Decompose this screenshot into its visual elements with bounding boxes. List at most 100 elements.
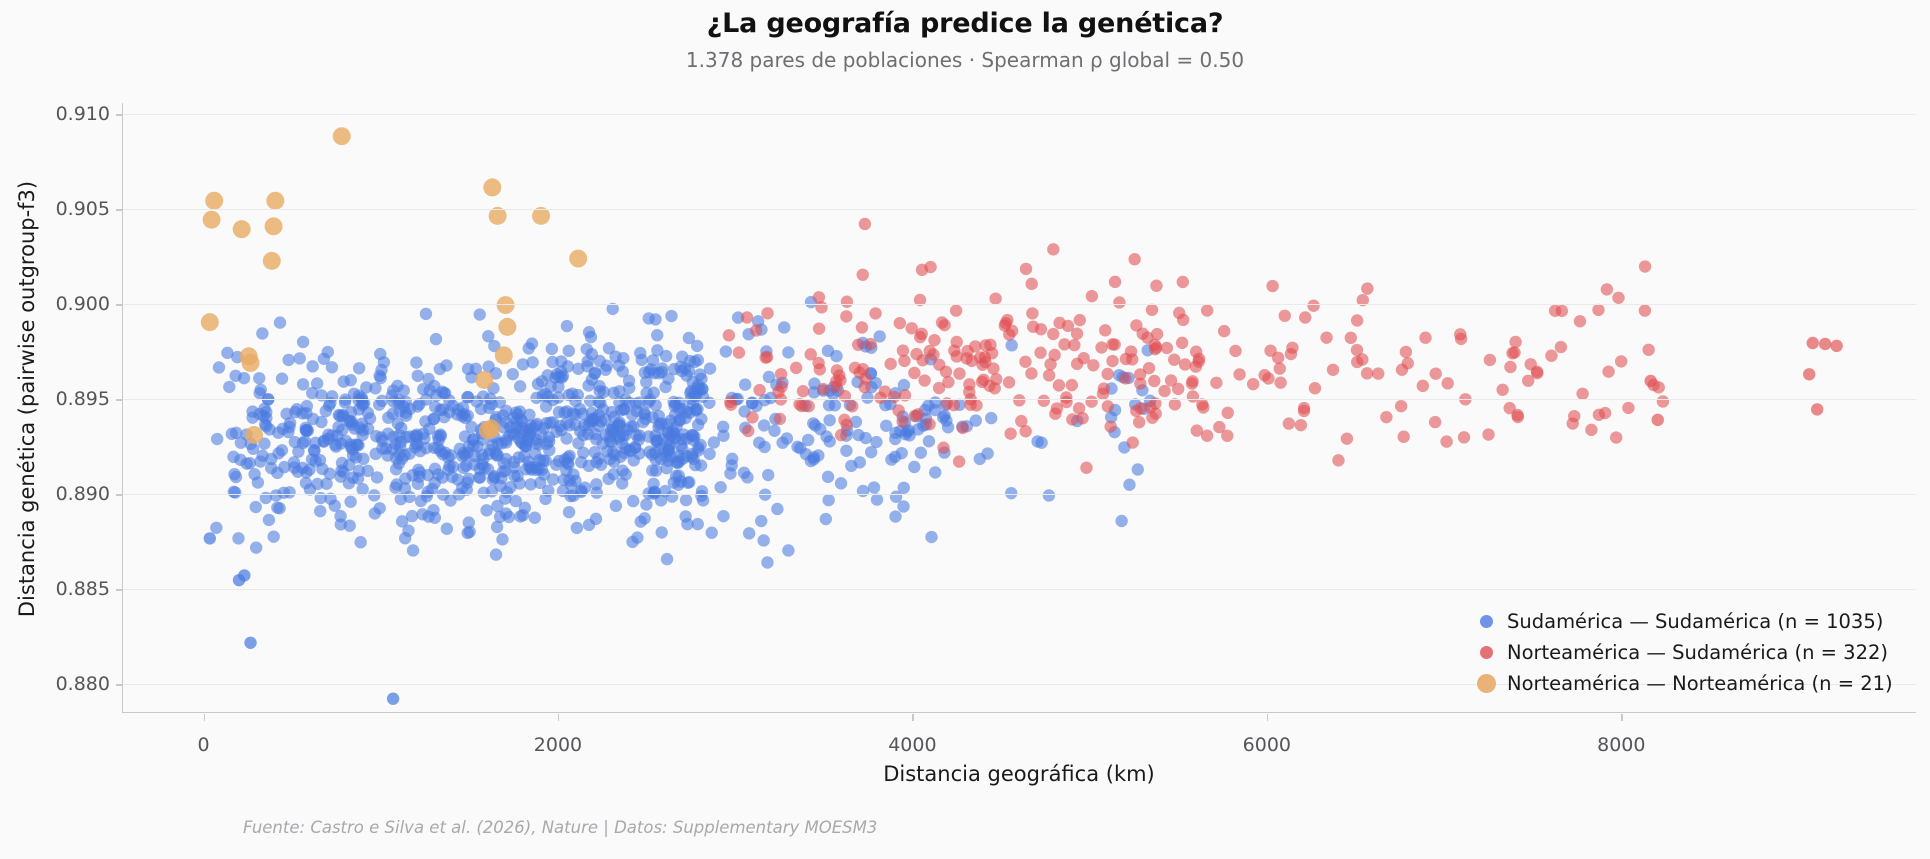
data-point-na-sa: [746, 411, 759, 424]
data-point-na-sa: [1213, 420, 1226, 434]
data-point-sa-sa-outlier: [238, 569, 251, 582]
data-point-sa-sa: [682, 331, 696, 345]
data-point-na-sa: [1284, 347, 1298, 361]
data-point-sa-sa: [491, 499, 504, 513]
legend-item[interactable]: Norteamérica — Sudamérica (n = 322): [1479, 639, 1893, 666]
data-point-sa-sa: [360, 381, 373, 394]
data-point-na-sa: [1047, 327, 1060, 341]
data-point-na-sa: [1419, 331, 1432, 344]
data-point-sa-sa: [762, 370, 776, 384]
data-point-na-sa: [988, 382, 1001, 395]
chart-title: ¿La geografía predice la genética?: [706, 8, 1224, 39]
data-point-na-sa: [1459, 393, 1472, 406]
y-axis: 0.880 0.885 0.890 0.895 0.900 0.905 0.910: [0, 103, 122, 713]
data-point-sa-sa: [528, 511, 541, 524]
data-point-na-sa: [1053, 316, 1066, 330]
data-point-sa-sa: [334, 509, 347, 523]
data-point-na-sa: [935, 316, 949, 329]
data-point-sa-sa: [626, 494, 640, 508]
data-point-sa-sa: [823, 435, 836, 448]
data-point-sa-sa: [609, 499, 623, 513]
data-point-sa-sa: [249, 541, 263, 554]
data-point-na-sa: [924, 260, 937, 274]
data-point-sa-sa: [334, 437, 348, 450]
data-point-sa-sa: [375, 431, 388, 444]
data-point-na-sa: [760, 350, 774, 364]
y-tick-label: 0.880: [55, 673, 110, 696]
data-point-sa-sa: [256, 327, 269, 340]
data-point-na-sa: [1085, 289, 1099, 303]
data-point-sa-sa: [487, 471, 501, 484]
data-point-sa-sa: [523, 408, 536, 421]
data-point-na-sa: [834, 428, 848, 442]
data-point-sa-sa: [938, 409, 951, 422]
data-point-na-sa: [1264, 344, 1277, 357]
data-point-sa-sa: [440, 522, 454, 535]
data-point-sa-sa: [563, 419, 576, 432]
data-point-sa-sa: [605, 405, 619, 419]
data-point-na-sa: [817, 382, 830, 396]
data-point-na-na: [478, 421, 497, 440]
data-point-sa-sa: [265, 461, 278, 475]
data-point-na-sa: [1026, 307, 1039, 320]
data-point-na-sa: [1047, 243, 1060, 256]
legend-swatch-wrap: [1476, 674, 1507, 693]
data-point-sa-sa: [361, 406, 375, 420]
data-point-na-na: [498, 317, 517, 336]
data-point-sa-sa: [344, 374, 357, 387]
data-point-na-sa: [1614, 355, 1628, 368]
data-point-sa-sa: [506, 367, 519, 381]
chart-subtitle: 1.378 pares de poblaciones · Spearman ρ …: [685, 48, 1245, 72]
data-point-na-sa: [1052, 379, 1066, 392]
data-point-na-sa-far: [1830, 339, 1843, 353]
data-point-sa-sa: [229, 470, 243, 484]
x-tick-mark: [557, 714, 560, 721]
data-point-sa-sa: [782, 346, 795, 359]
data-point-na-sa: [1002, 376, 1016, 389]
data-point-na-sa: [851, 338, 865, 351]
data-point-sa-sa: [465, 420, 478, 434]
data-point-sa-sa: [668, 399, 681, 413]
data-point-sa-sa: [451, 473, 464, 486]
data-point-sa-sa: [900, 425, 914, 438]
data-point-sa-sa: [336, 409, 349, 423]
data-point-sa-sa: [516, 358, 530, 371]
data-point-na-sa: [1568, 409, 1581, 423]
legend-item[interactable]: Sudamérica — Sudamérica (n = 1035): [1479, 608, 1893, 635]
data-point-sa-sa: [607, 426, 620, 440]
x-tick-mark: [1621, 714, 1623, 721]
data-point-sa-sa: [908, 460, 921, 474]
data-point-na-sa: [1197, 401, 1210, 414]
data-point-na-sa: [1113, 296, 1126, 309]
data-point-na-sa: [815, 301, 828, 314]
data-point-sa-sa: [357, 452, 370, 466]
data-point-sa-sa: [221, 346, 234, 360]
legend-item[interactable]: Norteamérica — Norteamérica (n = 21): [1476, 670, 1893, 697]
legend-marker-icon: [1476, 674, 1496, 693]
data-point-sa-sa: [640, 498, 653, 511]
data-point-na-na: [264, 217, 283, 236]
data-point-sa-sa: [300, 423, 314, 437]
data-point-sa-sa: [869, 376, 882, 390]
data-point-sa-sa: [660, 461, 673, 475]
data-point-sa-sa: [768, 424, 781, 437]
data-point-sa-sa: [473, 308, 486, 321]
data-point-sa-sa: [290, 403, 304, 416]
data-point-sa-sa: [685, 450, 699, 463]
data-point-na-sa: [1332, 454, 1345, 467]
y-tick-mark: [116, 114, 122, 116]
data-point-na-sa: [1509, 335, 1522, 349]
data-point-sa-sa: [410, 356, 423, 369]
data-point-sa-sa: [607, 386, 620, 400]
data-point-sa-sa: [689, 403, 703, 416]
data-point-na-sa: [1356, 293, 1369, 307]
data-point-na-sa: [984, 338, 997, 352]
data-point-sa-sa: [395, 515, 409, 528]
data-point-sa-sa: [435, 385, 449, 398]
y-axis-title: Distancia genética (pairwise outgroup-f3…: [15, 180, 39, 618]
data-point-na-sa: [878, 385, 892, 398]
x-tick-label: 6000: [1242, 734, 1292, 756]
data-point-na-sa: [812, 322, 826, 335]
data-point-na-sa: [1299, 311, 1312, 324]
data-point-na-sa: [1037, 394, 1051, 407]
